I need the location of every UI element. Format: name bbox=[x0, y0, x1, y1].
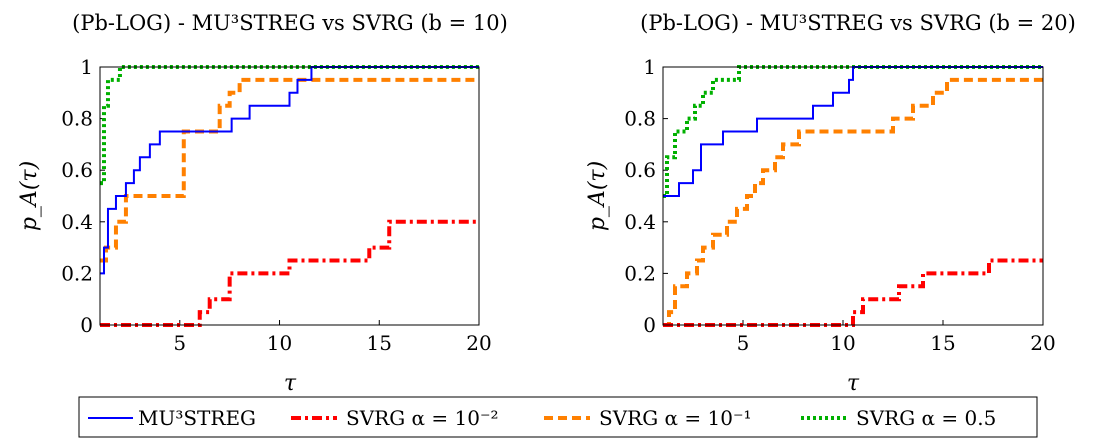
legend-label-mu3streg: MU³STREG bbox=[138, 406, 256, 430]
x-tick-label: 10 bbox=[830, 331, 855, 355]
y-tick-label: 0.2 bbox=[61, 261, 93, 285]
y-tick-label: 0 bbox=[643, 313, 656, 337]
x-tick-label: 10 bbox=[267, 331, 292, 355]
x-tick-label: 5 bbox=[737, 331, 750, 355]
y-tick-label: 0.4 bbox=[61, 210, 93, 234]
chart-legend: MU³STREG SVRG α = 10⁻² SVRG α = 10⁻¹ SVR… bbox=[78, 396, 1038, 438]
y-tick-label: 0.8 bbox=[61, 107, 93, 131]
series-lines bbox=[663, 65, 1043, 327]
y-tick-label: 0.8 bbox=[624, 107, 656, 131]
x-tick-label: 20 bbox=[1030, 331, 1055, 355]
axis-ticks: 5 10 15 20 0 0.2 0.4 0.6 0.8 1 bbox=[624, 55, 1056, 355]
y-tick-label: 1 bbox=[643, 55, 656, 79]
x-tick-label: 15 bbox=[930, 331, 955, 355]
plot-frame bbox=[662, 66, 1044, 326]
series-line-solid bbox=[100, 66, 479, 275]
y-axis-label: p_A(τ) bbox=[17, 161, 42, 231]
y-tick-label: 0 bbox=[80, 313, 93, 337]
x-axis-label: τ bbox=[284, 371, 297, 396]
y-tick-label: 0.4 bbox=[624, 210, 656, 234]
chart-panel-b20: (Pb-LOG) - MU³STREG vs SVRG (b = 20) τ p… bbox=[585, 11, 1076, 396]
axis-ticks: 5 10 15 20 0 0.2 0.4 0.6 0.8 1 bbox=[61, 55, 492, 355]
series-line-dashed bbox=[100, 77, 479, 263]
chart-title: (Pb-LOG) - MU³STREG vs SVRG (b = 10) bbox=[72, 11, 508, 35]
chart-title: (Pb-LOG) - MU³STREG vs SVRG (b = 20) bbox=[640, 11, 1076, 35]
legend-label-svrg-alpha-0-5: SVRG α = 0.5 bbox=[856, 406, 996, 430]
y-tick-label: 0.6 bbox=[624, 158, 656, 182]
x-tick-label: 20 bbox=[466, 331, 491, 355]
series-lines bbox=[100, 65, 479, 327]
y-tick-label: 1 bbox=[80, 55, 93, 79]
legend-label-svrg-alpha-1e-2: SVRG α = 10⁻² bbox=[346, 406, 499, 430]
series-line-dashdot bbox=[100, 219, 479, 327]
series-line-dashdot bbox=[663, 258, 1043, 327]
series-line-dotted bbox=[100, 65, 479, 186]
y-tick-label: 0.6 bbox=[61, 158, 93, 182]
x-axis-label: τ bbox=[847, 371, 860, 396]
x-tick-label: 15 bbox=[367, 331, 392, 355]
x-tick-label: 5 bbox=[173, 331, 186, 355]
series-line-dashed bbox=[663, 77, 1043, 327]
series-line-solid bbox=[663, 66, 1043, 197]
legend-label-svrg-alpha-1e-1: SVRG α = 10⁻¹ bbox=[599, 406, 752, 430]
chart-panel-b10: (Pb-LOG) - MU³STREG vs SVRG (b = 10) τ p… bbox=[17, 11, 508, 396]
y-tick-label: 0.2 bbox=[624, 261, 656, 285]
series-line-dotted bbox=[663, 65, 1043, 198]
plot-frame bbox=[99, 66, 480, 326]
y-axis-label: p_A(τ) bbox=[585, 161, 610, 231]
